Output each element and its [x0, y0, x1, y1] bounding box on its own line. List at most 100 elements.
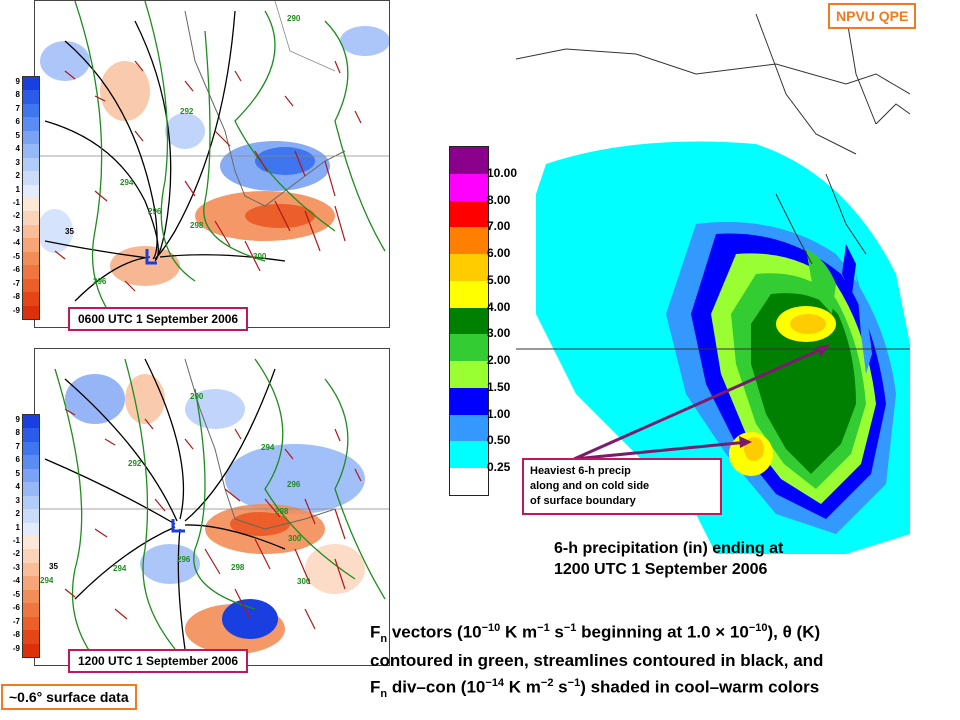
colorbar-label: 8 [15, 90, 20, 100]
time-stamp-text: 0600 UTC 1 September 2006 [78, 312, 239, 326]
colorbar-cell [23, 117, 39, 131]
colorbar-cell [23, 157, 39, 172]
map-panel-1200: 290 292 294 296 298 300 294 296 298 300 … [34, 348, 390, 666]
colorbar-label: 1 [15, 522, 20, 532]
theta-label: 294 [40, 576, 54, 585]
precip-tick-label: 2.00 [487, 353, 511, 368]
colorbar-label: -7 [12, 616, 20, 626]
theta-labels-0600: 290 292 294 296 298 300 296 35 [65, 14, 301, 286]
map-panel-0600: 290 292 294 296 298 300 296 35 [34, 0, 390, 328]
colorbar-cell [23, 562, 39, 577]
colorbar-label: -6 [12, 265, 20, 275]
colorbar-label: 4 [15, 144, 20, 154]
precip-legend-cell [450, 441, 488, 469]
colorbar-cell [23, 455, 39, 469]
divcon-map-0600: 290 292 294 296 298 300 296 35 [35, 1, 389, 322]
colorbar-label: -5 [12, 589, 20, 599]
colorbar-cell [23, 144, 39, 158]
theta-label: 298 [190, 221, 204, 230]
callout-line: along and on cold side [530, 480, 650, 492]
colorbar-label: -5 [12, 251, 20, 261]
pointer-arrow [573, 345, 827, 461]
precip-legend-cell [450, 468, 488, 495]
colorbar-label: -4 [12, 576, 20, 586]
precip-legend-cell [450, 361, 488, 388]
colorbar-cell [23, 468, 39, 483]
colorbar-cell [23, 643, 39, 657]
time-stamp-text: 1200 UTC 1 September 2006 [78, 654, 239, 668]
colorbar-label: 9 [15, 415, 20, 424]
colorbar-label: 5 [15, 468, 20, 478]
colorbar-cell [23, 495, 39, 510]
theta-label: 294 [120, 178, 134, 187]
colorbar-cell [23, 130, 39, 145]
divcon-colorbar-bottom [22, 414, 40, 658]
colorbar-cell [23, 251, 39, 266]
colorbar-cell [23, 576, 39, 590]
colorbar-cell [23, 589, 39, 604]
colorbar-label: 3 [15, 157, 20, 167]
precip-caption: 6-h precipitation (in) ending at 1200 UT… [554, 538, 783, 580]
colorbar-label: -1 [12, 536, 20, 545]
precip-tick-label: 0.50 [487, 433, 511, 448]
colorbar-cell [23, 224, 39, 239]
callout-line: Heaviest 6-h precip [530, 465, 631, 477]
colorbar-label: -1 [12, 198, 20, 207]
colorbar-cell [23, 278, 39, 293]
theta-label: 292 [180, 107, 194, 116]
precip-legend-cell [450, 147, 488, 174]
colorbar-cell [23, 536, 39, 550]
colorbar-cell [23, 90, 39, 104]
colorbar-label: -3 [12, 562, 20, 572]
divcon-labels-top: 9 8 7 6 5 4 3 2 1 -1 -2 -3 -4 -5 -6 -7 -8 -9 [8, 76, 22, 318]
colorbar-cell [23, 522, 39, 536]
qpe-map [516, 14, 910, 554]
divcon-map-1200: 290 292 294 296 298 300 294 296 298 300 … [35, 358, 389, 660]
surface-data-note: ~0.6° surface data [1, 684, 137, 710]
colorbar-cell [23, 630, 39, 644]
colorbar-cell [23, 238, 39, 252]
surface-data-text: ~0.6° surface data [9, 689, 129, 705]
theta-label: 300 [253, 252, 267, 261]
colorbar-label: 1 [15, 184, 20, 194]
precip-legend-cell [450, 280, 488, 308]
colorbar-label: -8 [12, 630, 20, 640]
colorbar-label: 3 [15, 495, 20, 505]
heaviest-precip-callout: Heaviest 6-h precip along and on cold si… [522, 458, 722, 515]
colorbar-label: -2 [12, 211, 20, 221]
precip-legend-cell [450, 307, 488, 335]
precip-tick-label: 7.00 [487, 219, 511, 234]
precip-tick-label: 0.25 [487, 460, 511, 475]
precip-legend-cell [450, 414, 488, 442]
theta-label: 290 [190, 392, 204, 401]
colorbar-cell [23, 211, 39, 225]
arrow-head [816, 344, 830, 357]
colorbar-label: 7 [15, 103, 20, 113]
theta-label: 300 [297, 577, 311, 586]
time-stamp-1200: 1200 UTC 1 September 2006 [68, 649, 249, 673]
colorbar-cell [23, 198, 39, 212]
precip-legend-cell [450, 254, 488, 281]
precip-legend-cell [450, 334, 488, 362]
precip-caption-line: 1200 UTC 1 September 2006 [554, 561, 768, 578]
figure-caption: Fn vectors (10−10 K m−1 s−1 beginning at… [370, 617, 960, 705]
colorbar-cell [23, 77, 39, 91]
theta-label: 294 [113, 564, 127, 573]
colorbar-label: -6 [12, 603, 20, 613]
caption-line-3: Fn div–con (10−14 K m−2 s−1) shaded in c… [370, 677, 820, 701]
precip-tick-label: 1.50 [487, 379, 511, 394]
theta-label: 296 [148, 207, 162, 216]
precip-legend-cell [450, 200, 488, 228]
precip-legend-cell [450, 173, 488, 201]
callout-line: of surface boundary [530, 495, 636, 507]
colorbar-label: -8 [12, 292, 20, 302]
colorbar-label: -3 [12, 224, 20, 234]
colorbar-label: -4 [12, 238, 20, 248]
theta-label: 296 [287, 480, 301, 489]
theta-labels-1200: 290 292 294 296 298 300 294 296 298 300 … [40, 392, 311, 586]
colorbar-cell [23, 305, 39, 319]
colorbar-cell [23, 184, 39, 198]
precip-legend [449, 146, 489, 496]
colorbar-label: -9 [12, 643, 20, 653]
colorbar-label: 6 [15, 455, 20, 465]
